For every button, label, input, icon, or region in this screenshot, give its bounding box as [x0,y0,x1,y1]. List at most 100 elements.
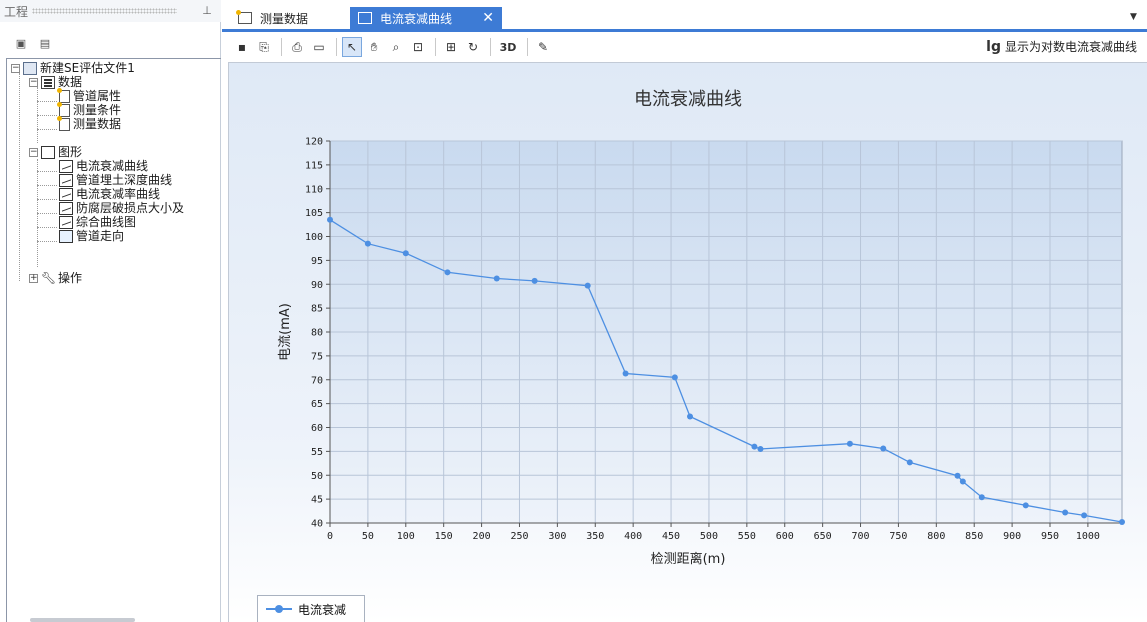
log-scale-toggle[interactable]: lg 显示为对数电流衰减曲线 [986,38,1137,55]
collapse-all-icon[interactable]: ▣ [15,37,27,50]
data-point [622,370,629,377]
3d-view-button[interactable]: 3D [499,40,517,54]
tree-root[interactable]: − 新建SE评估文件1 [11,61,135,75]
data-point [959,478,966,485]
x-tick-label: 50 [362,531,374,542]
tree-node-graphs[interactable]: − 图形 [29,145,82,159]
new-document-icon [57,101,70,117]
log-toggle-label: 显示为对数电流衰减曲线 [1004,40,1137,54]
pan-hand-icon[interactable]: ✋︎ [370,39,378,54]
x-tick-label: 750 [889,531,907,542]
zoom-window-icon[interactable]: ⊞ [445,40,457,54]
y-tick-label: 110 [305,184,323,195]
x-tick-label: 950 [1041,531,1059,542]
tree-item-label: 测量数据 [73,117,122,131]
tree-node-actions[interactable]: + 🔧︎ 操作 [29,271,82,285]
data-point [751,443,758,450]
refresh-icon[interactable]: ↻ [467,40,479,54]
chart-legend: 电流衰减 [257,595,365,622]
tab-label: 测量数据 [260,11,309,26]
save-icon[interactable]: ▪ [237,40,247,54]
tree-item-label: 电流衰减曲线 [76,159,149,173]
tree-node-label: 操作 [58,271,83,285]
data-point [954,472,961,479]
pointer-tool-icon[interactable]: ↖ [342,37,362,57]
tree-item-coating-damage[interactable]: 防腐层破损点大小及 [59,201,184,215]
y-tick-label: 45 [311,495,323,506]
data-point [671,374,678,381]
data-point [327,216,333,223]
collapse-icon[interactable]: − [29,76,38,87]
expand-all-icon[interactable]: ▤ [39,37,51,50]
close-icon[interactable]: ✕ [482,10,494,26]
x-tick-label: 500 [700,531,718,542]
x-tick-label: 800 [927,531,945,542]
expand-icon[interactable]: + [29,272,38,283]
x-tick-label: 100 [397,531,415,542]
series-line [329,219,1123,523]
data-point [1119,519,1125,526]
x-tick-label: 450 [662,531,680,542]
y-tick-label: 115 [305,160,323,171]
toolbar-separator [490,38,491,56]
tree-item-decay-rate-curve[interactable]: 电流衰减率曲线 [59,187,160,201]
data-point [364,240,371,247]
pin-icon[interactable]: ⊥ [202,4,212,17]
data-point [757,445,764,452]
print-icon[interactable]: ⎙ [292,39,302,54]
print-preview-icon[interactable]: ▭ [313,40,325,54]
tab-label: 电流衰减曲线 [380,11,453,26]
zoom-icon[interactable]: ⌕ [392,39,400,54]
new-document-icon [57,87,70,103]
tree-root-label: 新建SE评估文件1 [40,61,135,75]
chart-area: 40 45 50 55 60 65 70 75 80 85 90 95 100 105 110 115 120 0… [228,62,1147,622]
y-tick-label: 90 [311,280,323,291]
tree-item-combined-chart[interactable]: 综合曲线图 [59,215,136,229]
y-tick-label: 105 [305,208,323,219]
tree-item-measurement-data[interactable]: 测量数据 [57,115,122,131]
project-panel: 工程 ⊥ ▣ ▤ − 新建SE评估文件1 [0,0,221,622]
tree-item-label: 防腐层破损点大小及 [76,201,185,215]
data-point [687,413,693,420]
tree-item-measurement-conditions[interactable]: 测量条件 [57,101,121,117]
line-chart-icon [59,215,73,229]
horizontal-scrollbar[interactable] [30,618,135,622]
panel-toolbar: ▣ ▤ [0,34,221,54]
chevron-down-icon[interactable]: ▼ [1130,12,1137,22]
palette-icon[interactable]: ✎ [537,40,549,54]
x-tick-label: 650 [814,531,832,542]
x-axis-label: 检测距离(m) [651,551,726,567]
collapse-icon[interactable]: − [29,146,38,157]
y-tick-label: 60 [311,423,323,434]
tree-node-data[interactable]: − 数据 [29,75,82,89]
line-chart-icon [59,173,73,187]
tree-item-pipe-properties[interactable]: 管道属性 [57,87,122,103]
zoom-fit-icon[interactable]: ⊡ [412,40,424,54]
collapse-icon[interactable]: − [11,62,20,73]
y-tick-label: 120 [305,137,323,148]
toolbar-separator [527,38,528,56]
y-tick-label: 40 [311,519,323,530]
line-chart-icon [59,201,73,215]
export-icon[interactable]: ⎘ [259,39,269,54]
active-tab-underline [222,29,1147,32]
tree-item-pipe-route[interactable]: 管道走向 [59,229,124,243]
tree-node-label: 图形 [58,145,83,159]
data-point [402,250,409,257]
tree-item-burial-depth-curve[interactable]: 管道埋土深度曲线 [59,173,172,187]
x-tick-label: 700 [851,531,869,542]
y-tick-label: 75 [311,351,323,362]
tree-item-current-decay-curve[interactable]: 电流衰减曲线 [59,159,148,173]
tab-current-decay-curve[interactable]: 电流衰减曲线 ✕ [350,7,502,29]
x-tick-label: 250 [510,531,528,542]
panel-title: 工程 [4,4,29,19]
x-tick-label: 550 [738,531,756,542]
graph-folder-icon [41,145,55,159]
panel-grip[interactable] [32,8,177,14]
data-point [1062,509,1069,516]
map-icon [59,229,73,243]
x-tick-label: 900 [1003,531,1021,542]
tab-measurement-data[interactable]: 测量数据 [230,7,340,29]
tree-item-label: 管道属性 [73,89,122,103]
